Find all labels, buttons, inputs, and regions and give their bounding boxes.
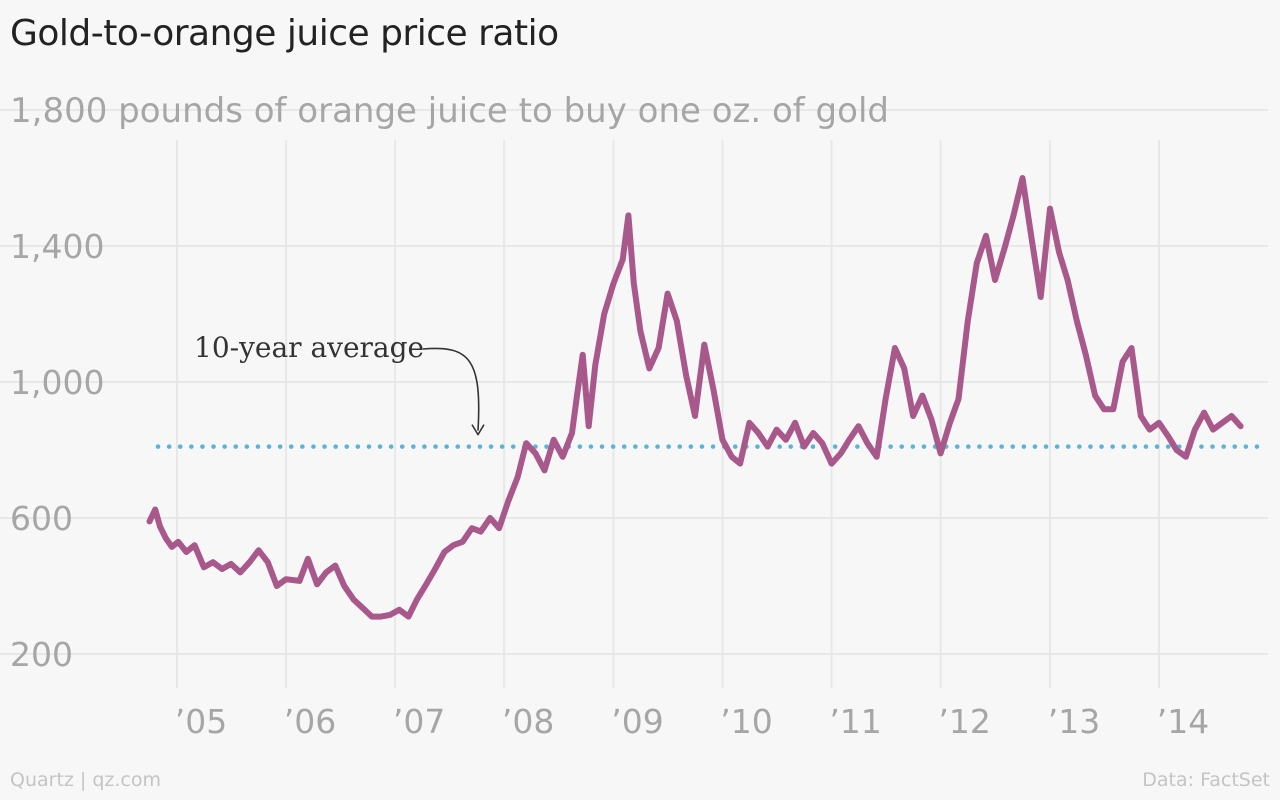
x-tick-label: ’06 bbox=[284, 702, 336, 741]
x-tick-label: ’10 bbox=[720, 702, 772, 741]
y-tick-label: 1,400 bbox=[10, 227, 104, 266]
series-layer bbox=[146, 175, 1244, 620]
footer-source-left: Quartz | qz.com bbox=[10, 769, 162, 791]
annotation-layer: 10-year average bbox=[194, 331, 485, 436]
x-tick-label: ’12 bbox=[938, 702, 990, 741]
annotation-arrow-line bbox=[422, 347, 480, 431]
y-tick-label: 600 bbox=[10, 499, 73, 538]
grid-layer bbox=[0, 109, 1268, 688]
x-tick-label: ’08 bbox=[502, 702, 554, 741]
x-axis-ticks: ’05 ’06 ’07 ’08 ’09 ’10 ’11 ’12 ’13 ’14 bbox=[175, 702, 1209, 741]
annotation-arrow-head bbox=[471, 424, 485, 436]
x-tick-label: ’07 bbox=[393, 702, 445, 741]
y-axis-ticks: 200 600 1,000 1,400 bbox=[10, 227, 104, 674]
x-tick-label: ’09 bbox=[611, 702, 663, 741]
y-tick-label: 1,000 bbox=[10, 363, 104, 402]
x-tick-label: ’13 bbox=[1048, 702, 1100, 741]
x-tick-label: ’05 bbox=[175, 702, 227, 741]
chart-title: Gold-to-orange juice price ratio bbox=[10, 13, 559, 54]
x-tick-label: ’14 bbox=[1157, 702, 1209, 741]
x-tick-label: ’11 bbox=[829, 702, 881, 741]
average-annotation-label: 10-year average bbox=[194, 331, 424, 364]
chart-subtitle: 1,800 pounds of orange juice to buy one … bbox=[10, 91, 889, 131]
footer-source-right: Data: FactSet bbox=[1142, 769, 1270, 791]
series-line bbox=[146, 175, 1244, 620]
y-tick-label: 200 bbox=[10, 635, 73, 674]
